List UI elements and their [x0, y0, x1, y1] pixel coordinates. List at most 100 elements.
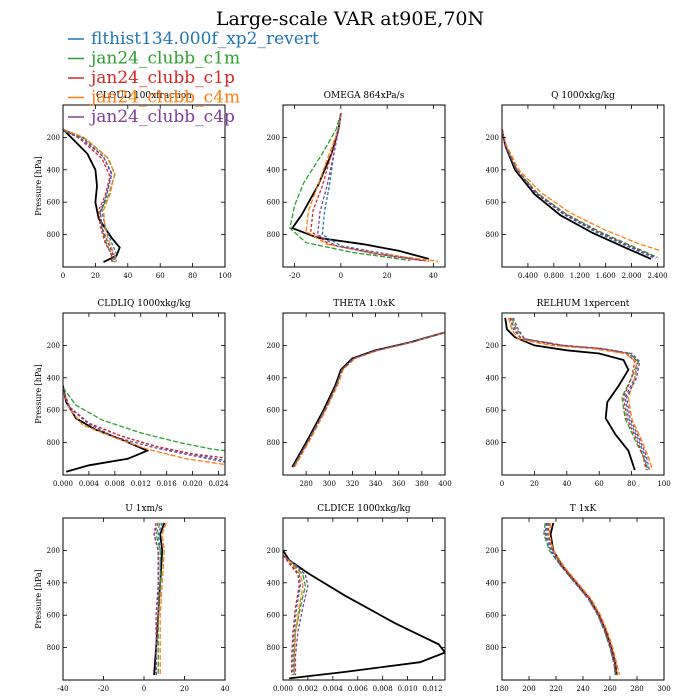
- series-line-4: [305, 113, 439, 262]
- series-line-1: [321, 113, 423, 262]
- y-axis-label: Pressure [hPa]: [34, 364, 43, 424]
- y-tick-label: 400: [47, 374, 60, 382]
- legend-label: jan24_clubb_c4m: [89, 88, 240, 108]
- y-tick-label: 600: [47, 199, 60, 207]
- x-tick-label: 40: [123, 272, 132, 280]
- x-tick-label: 0.000: [273, 685, 293, 693]
- series-line-2: [502, 129, 658, 258]
- series-line-5: [153, 522, 159, 676]
- y-tick-label: 400: [486, 166, 499, 174]
- x-tick-label: -20: [289, 272, 300, 280]
- series-line-4: [502, 129, 661, 252]
- y-tick-label: 800: [47, 231, 60, 239]
- y-tick-label: 400: [486, 374, 499, 382]
- x-tick-label: 300: [657, 685, 670, 693]
- panel-3: CLDLIQ 1000xkg/kg 0.000 0.004 0.008 0.012 0.0…: [34, 299, 229, 488]
- y-tick-label: 400: [267, 166, 280, 174]
- y-tick-label: 800: [267, 231, 280, 239]
- panel-title: THETA 1.0xK: [333, 299, 395, 309]
- series-line-3: [283, 554, 300, 676]
- legend-entry-1: jan24_clubb_c1m: [68, 49, 240, 69]
- panel-5: RELHUM 1xpercent 0 20 40 60 80 100 200 400 600 800: [486, 299, 671, 488]
- y-tick-label: 800: [486, 439, 499, 447]
- y-tick-label: 200: [267, 342, 280, 350]
- legend-label: jan24_clubb_c4p: [89, 107, 235, 127]
- series-group: [502, 129, 661, 260]
- y-tick-label: 800: [267, 644, 280, 652]
- series-line-3: [547, 522, 618, 676]
- x-tick-label: 1.200: [570, 272, 590, 280]
- x-tick-label: 0.012: [423, 685, 443, 693]
- series-line-0: [63, 128, 121, 263]
- y-tick-label: 600: [486, 199, 499, 207]
- x-tick-label: 320: [346, 480, 359, 488]
- series-line-0: [549, 522, 618, 676]
- x-tick-label: 340: [369, 480, 382, 488]
- y-tick-label: 200: [486, 342, 499, 350]
- y-tick-label: 400: [47, 579, 60, 587]
- x-tick-label: 300: [323, 480, 336, 488]
- legend-entry-3: jan24_clubb_c4m: [68, 88, 240, 108]
- panel-0: CLOUD 100xfraction 0 20 40 60 80 100 200 400 600 8…: [34, 91, 232, 280]
- series-line-4: [548, 522, 621, 676]
- panel-title: RELHUM 1xpercent: [537, 299, 630, 309]
- series-line-3: [63, 388, 225, 459]
- series-line-3: [502, 129, 656, 259]
- series-group: [153, 522, 167, 676]
- series-line-0: [283, 549, 445, 680]
- x-tick-label: 40: [562, 480, 571, 488]
- series-line-0: [63, 385, 150, 473]
- series-line-5: [292, 331, 445, 468]
- x-tick-label: 380: [415, 480, 428, 488]
- x-tick-label: 40: [429, 272, 438, 280]
- legend-label: jan24_clubb_c1p: [89, 68, 235, 88]
- x-tick-label: 100: [657, 480, 670, 488]
- series-line-2: [292, 331, 445, 468]
- legend-entry-0: flthist134.000f_xp2_revert: [68, 29, 319, 49]
- panel-2: Q 1000xkg/kg 0.400 0.800 1.200 1.600 2.000 2.4…: [486, 91, 668, 280]
- y-tick-label: 800: [486, 231, 499, 239]
- x-tick-label: 20: [91, 272, 100, 280]
- x-tick-label: 100: [218, 272, 231, 280]
- series-line-5: [544, 522, 617, 676]
- y-tick-label: 200: [486, 134, 499, 142]
- x-tick-label: 0.800: [544, 272, 564, 280]
- panel-6: U 1xm/s -40 -20 0 20 40 200 400 600 800 Pressure […: [34, 504, 229, 693]
- x-tick-label: 2.000: [622, 272, 642, 280]
- series-line-2: [289, 112, 411, 262]
- y-tick-label: 600: [486, 407, 499, 415]
- y-tick-label: 400: [267, 374, 280, 382]
- series-line-0: [290, 112, 430, 260]
- plot-frame: [501, 104, 665, 268]
- x-tick-label: 0: [339, 272, 343, 280]
- y-tick-label: 400: [47, 166, 60, 174]
- series-group: [543, 522, 621, 676]
- y-tick-label: 200: [47, 134, 60, 142]
- series-line-5: [502, 129, 657, 259]
- panel-title: OMEGA 864xPa/s: [324, 91, 405, 101]
- x-tick-label: 0.024: [208, 480, 229, 488]
- x-tick-label: 2.400: [647, 272, 667, 280]
- x-tick-label: 0.016: [157, 480, 178, 488]
- x-tick-label: 0: [142, 685, 146, 693]
- x-tick-label: 60: [595, 480, 604, 488]
- y-tick-label: 800: [486, 644, 499, 652]
- panel-title: T 1xK: [570, 504, 597, 514]
- x-tick-label: -20: [98, 685, 109, 693]
- series-group: [289, 112, 439, 262]
- series-line-2: [63, 387, 225, 452]
- x-tick-label: 200: [522, 685, 535, 693]
- series-line-2: [283, 554, 307, 676]
- x-tick-label: 0.004: [79, 480, 100, 488]
- x-tick-label: 40: [221, 685, 230, 693]
- series-line-4: [283, 554, 304, 676]
- plot-frame: [62, 517, 226, 681]
- y-tick-label: 600: [267, 199, 280, 207]
- panel-1: OMEGA 864xPa/s -20 0 20 40 200 400 600 800: [267, 91, 446, 280]
- series-line-3: [63, 129, 113, 263]
- panel-4: THETA 1.0xK 280 300 320 340 360 380 400 200 400 60…: [267, 299, 452, 488]
- series-line-1: [509, 317, 649, 471]
- x-tick-label: 0.020: [183, 480, 203, 488]
- series-line-1: [502, 129, 655, 259]
